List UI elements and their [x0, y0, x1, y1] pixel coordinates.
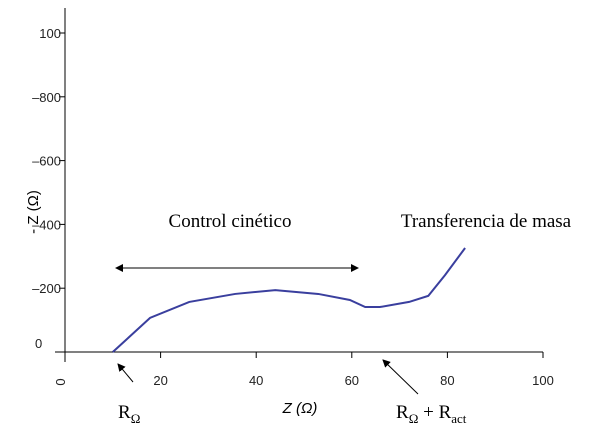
annotation: Control cinético: [169, 211, 292, 232]
x-tick-label: 40: [249, 373, 263, 388]
x-tick-label: 60: [345, 373, 359, 388]
x-tick-label: 0: [53, 378, 68, 385]
y-tick-label: 100: [39, 26, 61, 41]
annotation: RΩ: [118, 402, 140, 426]
pointer-arrow: [382, 359, 419, 395]
y-tick-label: 0: [35, 336, 42, 351]
y-tick-label: –600: [32, 154, 61, 169]
x-tick-label: 80: [440, 373, 454, 388]
y-axis-label: - Z (Ω): [25, 190, 42, 234]
data-line: [112, 247, 466, 353]
annotation: Transferencia de masa: [401, 211, 572, 232]
pointer-arrow: [117, 363, 134, 383]
y-tick-label: –800: [32, 90, 61, 105]
x-axis-label: Z (Ω): [282, 400, 318, 417]
y-tick-label: –200: [32, 281, 61, 296]
x-tick-label: 20: [153, 373, 167, 388]
annotation: RΩ + Ract: [396, 402, 467, 426]
y-tick-label: –400: [32, 217, 61, 232]
x-tick-label: 100: [532, 373, 554, 388]
